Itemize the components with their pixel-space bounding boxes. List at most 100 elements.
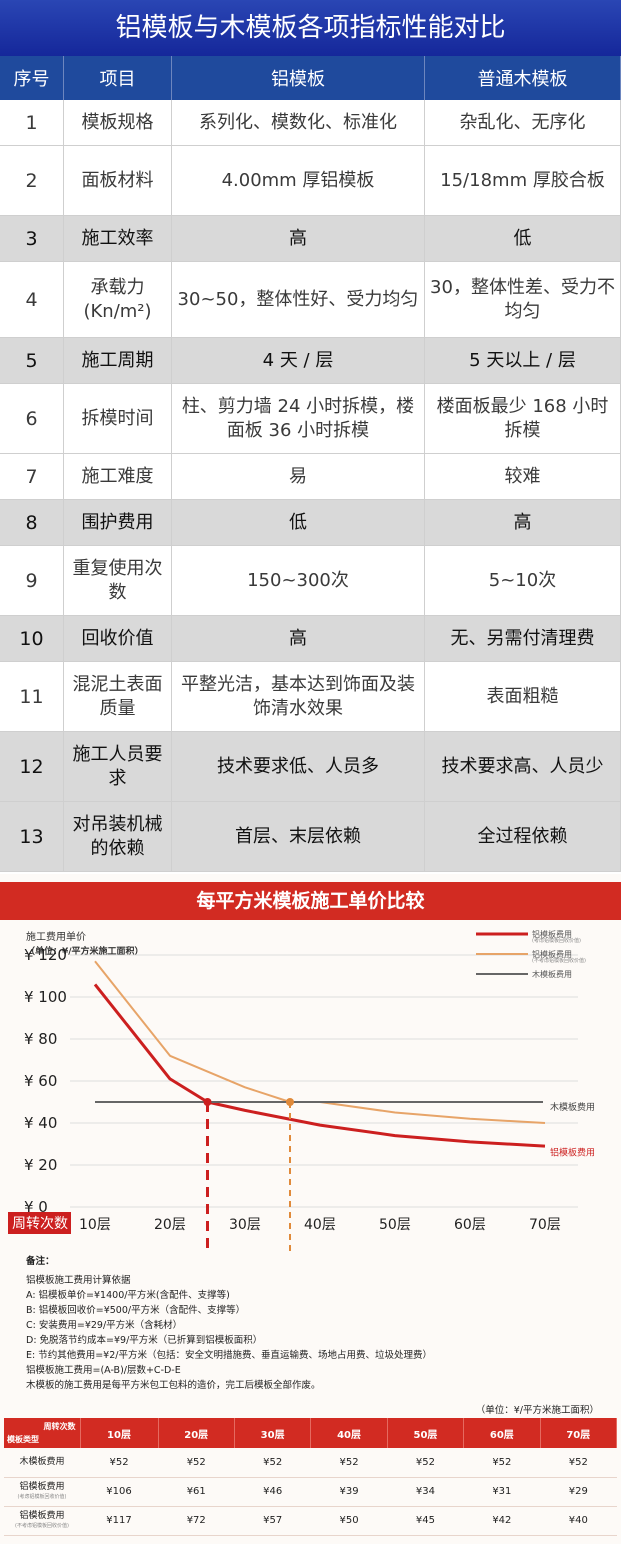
row-wood: 低 (425, 216, 621, 261)
cost-cell: ¥39 (310, 1477, 388, 1507)
legend-sub: (考虑铝模板回收价值) (532, 937, 581, 944)
corner-cell: 周转次数 模板类型 (4, 1418, 81, 1448)
row-wood: 5 天以上 / 层 (425, 338, 621, 383)
cost-cell: ¥52 (387, 1448, 464, 1478)
table-row: 11 混泥土表面质量 平整光洁，基本达到饰面及装饰清水效果 表面粗糙 (0, 662, 621, 732)
row-no: 2 (0, 146, 64, 215)
cost-cell: ¥106 (80, 1477, 159, 1507)
row-wood: 技术要求高、人员少 (425, 732, 621, 801)
row-no: 12 (0, 732, 64, 801)
cost-cell: ¥52 (310, 1448, 388, 1478)
row-item: 回收价值 (64, 616, 172, 661)
cost-cell: ¥52 (158, 1448, 235, 1478)
legend-label: 铝模板费用 (532, 929, 572, 939)
header-item: 项目 (64, 56, 172, 100)
row-no: 3 (0, 216, 64, 261)
row-wood: 全过程依赖 (425, 802, 621, 871)
cost-row-sub: (考虑铝模板回收价值) (17, 1493, 67, 1500)
cost-row-name: 铝模板费用 (19, 1510, 65, 1521)
cost-header-row: 周转次数 模板类型 10层 20层 30层 40层 50层 60层 70层 (4, 1418, 618, 1448)
note-line: 铝模板施工费用=(A-B)/层数+C-D-E (26, 1365, 181, 1376)
row-no: 5 (0, 338, 64, 383)
header-no: 序号 (0, 56, 64, 100)
table-row: 4 承载力(Kn/m²) 30~50，整体性好、受力均匀 30，整体性差、受力不均匀 (0, 262, 621, 338)
x-tick-label: 40层 (304, 1217, 336, 1233)
row-no: 4 (0, 262, 64, 337)
notes: 备注： 铝模板施工费用计算依据 A: 铝模板单价=¥1400/平方米(含配件、支撑… (26, 1254, 616, 1393)
y-tick-label: ¥ 40 (24, 1114, 57, 1132)
table-row: 12 施工人员要求 技术要求低、人员多 技术要求高、人员少 (0, 732, 621, 802)
table-row: 7 施工难度易较难 (0, 454, 621, 500)
row-aluminum: 系列化、模数化、标准化 (172, 100, 425, 145)
corner-top: 周转次数 (43, 1422, 76, 1431)
cost-table: 周转次数 模板类型 10层 20层 30层 40层 50层 60层 70层 木模板费用 ¥52 ¥52… (4, 1418, 618, 1536)
comparison-section: 铝模板与木模板各项指标性能对比 序号 项目 铝模板 普通木模板 1 模板规格 系列化… (0, 0, 621, 872)
notes-heading: 备注： (26, 1256, 55, 1267)
cost-cell: ¥31 (463, 1477, 541, 1507)
cost-col-header: 10层 (80, 1418, 159, 1448)
cost-cell: ¥117 (80, 1506, 159, 1536)
row-wood: 楼面板最少 168 小时拆模 (425, 384, 621, 453)
cost-cell: ¥45 (387, 1506, 464, 1536)
row-item: 混泥土表面质量 (64, 662, 172, 731)
row-no: 6 (0, 384, 64, 453)
y-tick-label: ¥ 120 (24, 946, 67, 964)
table-header: 序号 项目 铝模板 普通木模板 (0, 56, 621, 100)
table-row: 2 面板材料 4.00mm 厚铝模板 15/18mm 厚胶合板 (0, 146, 621, 216)
cost-row-sub: (不考虑铝模板回收价值) (15, 1522, 69, 1529)
note-line: 铝模板施工费用计算依据 (26, 1275, 131, 1286)
cost-col-header: 40层 (310, 1418, 388, 1448)
comparison-rows: 1 模板规格 系列化、模数化、标准化 杂乱化、无序化 2 面板材料 4.00mm 厚铝模板 1… (0, 100, 621, 872)
cost-col-header: 30层 (234, 1418, 312, 1448)
table-title: 铝模板与木模板各项指标性能对比 (0, 0, 621, 56)
table-row: 10 回收价值高无、另需付清理费 (0, 616, 621, 662)
x-tick-label: 60层 (454, 1217, 486, 1233)
note-line: 木模板的施工费用是每平方米包工包料的造价，完工后模板全部作废。 (26, 1380, 321, 1391)
cost-cell: ¥72 (158, 1506, 235, 1536)
end-label: 木模板费用 (550, 1101, 595, 1113)
cost-cell: ¥61 (158, 1477, 235, 1507)
x-tick-label: 20层 (154, 1217, 186, 1233)
legend-label: 铝模板费用 (532, 949, 572, 959)
cost-col-header: 60层 (463, 1418, 541, 1448)
header-aluminum: 铝模板 (172, 56, 425, 100)
series-line (94, 960, 546, 1124)
cost-cell: ¥52 (234, 1448, 311, 1478)
row-aluminum: 技术要求低、人员多 (172, 732, 425, 801)
row-item: 施工效率 (64, 216, 172, 261)
cost-cell: ¥34 (387, 1477, 464, 1507)
row-no: 1 (0, 100, 64, 145)
cost-cell: ¥46 (234, 1477, 311, 1507)
row-no: 10 (0, 616, 64, 661)
legend-label: 木模板费用 (532, 969, 572, 979)
header-wood: 普通木模板 (425, 56, 621, 100)
table-row: 8 围护费用低高 (0, 500, 621, 546)
y-tick-label: ¥ 80 (24, 1030, 57, 1048)
cost-row: 铝模板费用 (不考虑铝模板回收价值) ¥117 ¥72 ¥57 ¥50 ¥45 ¥42 ¥40 (4, 1506, 617, 1536)
cost-cell: ¥50 (310, 1506, 388, 1536)
row-item: 重复使用次数 (64, 546, 172, 615)
cost-cell: ¥29 (540, 1477, 617, 1507)
row-wood: 无、另需付清理费 (425, 616, 621, 661)
row-item: 对吊装机械的依赖 (64, 802, 172, 871)
row-item: 施工人员要求 (64, 732, 172, 801)
y-axis-label: 施工费用单价 (26, 930, 86, 943)
legend-sub: (不考虑铝模板回收价值) (532, 957, 586, 964)
cost-row-name: 木模板费用 (19, 1457, 65, 1468)
note-line: C: 安装费用=¥29/平方米（含耗材） (26, 1320, 183, 1331)
x-axis-label: 周转次数 (12, 1216, 68, 1232)
x-tick-label: 70层 (529, 1217, 561, 1233)
row-no: 7 (0, 454, 64, 499)
y-tick-label: ¥ 60 (24, 1072, 57, 1090)
row-aluminum: 首层、末层依赖 (172, 802, 425, 871)
table-row: 1 模板规格 系列化、模数化、标准化 杂乱化、无序化 (0, 100, 621, 146)
cost-row-label: 木模板费用 (4, 1448, 80, 1478)
row-item: 施工周期 (64, 338, 172, 383)
x-tick-label: 50层 (379, 1217, 411, 1233)
price-chart: 施工费用单价 （单位：¥/平方米施工面积）¥ 120 ¥ 100 ¥ 80 ¥ 60 ¥ … (8, 929, 595, 1254)
row-aluminum: 高 (172, 616, 425, 661)
chart-title: 每平方米模板施工单价比较 (0, 882, 621, 920)
row-wood: 15/18mm 厚胶合板 (425, 146, 621, 215)
cost-col-header: 70层 (540, 1418, 618, 1448)
